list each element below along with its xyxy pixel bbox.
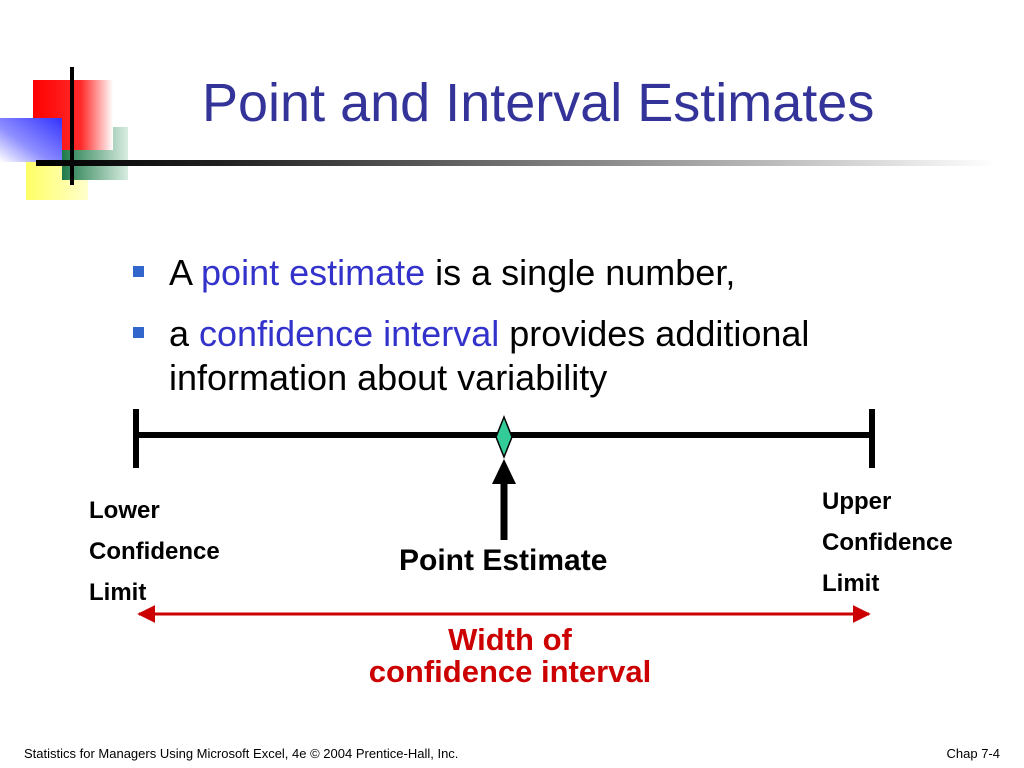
bullet-text-rest: is a single number, (425, 252, 736, 293)
footer-page-number: Chap 7-4 (946, 746, 1000, 761)
bullet-text-rest: provides additional (499, 313, 810, 354)
deco-vertical-line (70, 67, 74, 185)
upper-confidence-limit-label: Upper Confidence Limit (822, 488, 953, 597)
footer-citation: Statistics for Managers Using Microsoft … (24, 746, 459, 761)
title-divider (36, 160, 996, 166)
bullet-text: a (169, 313, 200, 354)
bullet-square-icon (133, 266, 144, 277)
point-estimate-diamond (495, 414, 513, 460)
bullet-highlight: point estimate (201, 252, 426, 293)
deco-blue-square (0, 118, 62, 162)
point-estimate-label: Point Estimate (399, 544, 608, 577)
bullet-text: A (169, 252, 202, 293)
bullet-highlight: confidence interval (199, 313, 500, 354)
bullet-continuation: information about variability (169, 357, 608, 398)
interval-width-label: Width of confidence interval (368, 622, 652, 689)
bullet-square-icon (133, 327, 144, 338)
lower-confidence-limit-label: Lower Confidence Limit (89, 497, 220, 606)
point-estimate-arrow-head (492, 459, 516, 484)
corner-decoration (0, 67, 128, 200)
page-title: Point and Interval Estimates (202, 73, 875, 133)
